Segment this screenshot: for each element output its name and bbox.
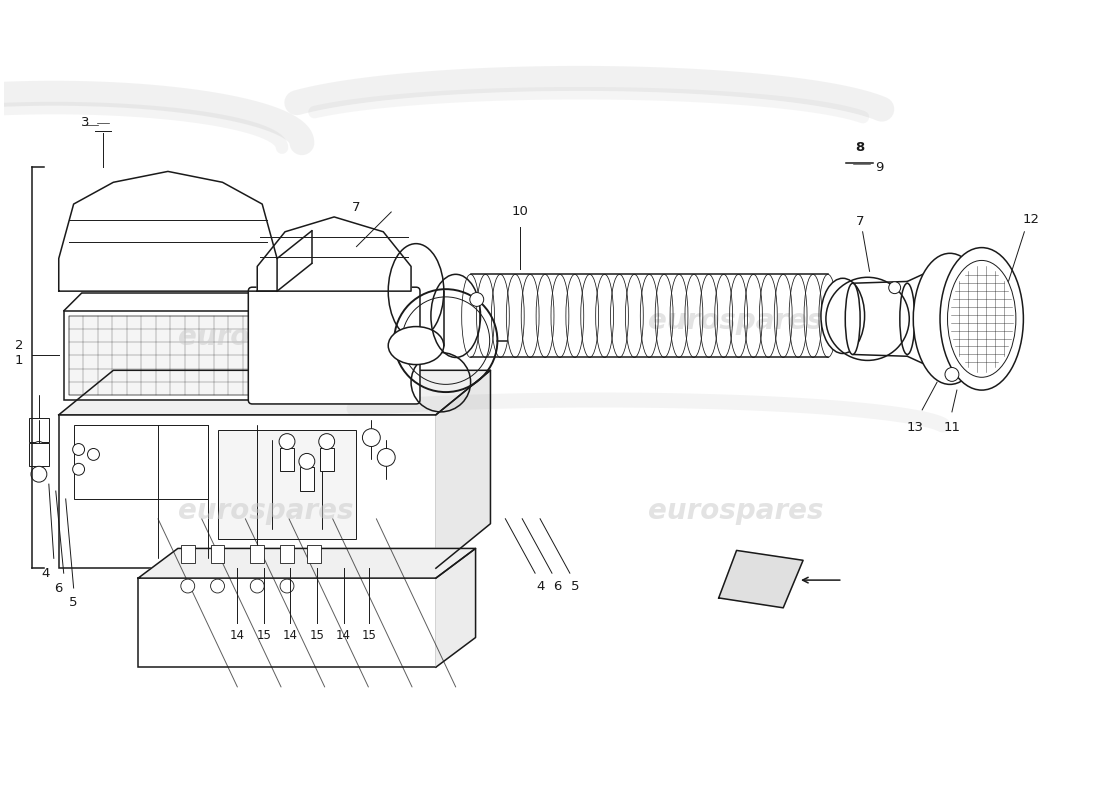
Circle shape bbox=[377, 449, 395, 466]
Polygon shape bbox=[58, 370, 491, 415]
FancyBboxPatch shape bbox=[218, 430, 356, 538]
Text: 6: 6 bbox=[55, 582, 63, 594]
Text: 2: 2 bbox=[14, 339, 23, 352]
Polygon shape bbox=[257, 217, 411, 291]
Text: 7: 7 bbox=[856, 215, 864, 228]
Polygon shape bbox=[139, 549, 475, 578]
Text: 10: 10 bbox=[512, 206, 529, 218]
Text: 3: 3 bbox=[81, 117, 90, 130]
FancyBboxPatch shape bbox=[210, 546, 224, 563]
Text: 14: 14 bbox=[230, 629, 245, 642]
Circle shape bbox=[180, 579, 195, 593]
Circle shape bbox=[73, 443, 85, 455]
FancyBboxPatch shape bbox=[320, 447, 333, 471]
Circle shape bbox=[280, 579, 294, 593]
Ellipse shape bbox=[845, 283, 860, 354]
FancyBboxPatch shape bbox=[29, 418, 48, 442]
Text: 4: 4 bbox=[536, 579, 544, 593]
Circle shape bbox=[31, 466, 47, 482]
Circle shape bbox=[945, 367, 959, 382]
Circle shape bbox=[362, 429, 381, 446]
Text: eurospares: eurospares bbox=[648, 307, 823, 335]
Text: 8: 8 bbox=[855, 141, 865, 154]
FancyBboxPatch shape bbox=[29, 442, 48, 466]
FancyBboxPatch shape bbox=[68, 316, 257, 395]
FancyBboxPatch shape bbox=[74, 425, 208, 499]
Text: 15: 15 bbox=[362, 629, 377, 642]
Text: eurospares: eurospares bbox=[178, 322, 354, 350]
Text: 5: 5 bbox=[69, 596, 78, 610]
Text: 14: 14 bbox=[283, 629, 297, 642]
Circle shape bbox=[210, 579, 224, 593]
Circle shape bbox=[251, 579, 264, 593]
Ellipse shape bbox=[913, 254, 987, 385]
Circle shape bbox=[88, 449, 99, 460]
Circle shape bbox=[31, 442, 47, 458]
Text: 6: 6 bbox=[553, 579, 561, 593]
FancyBboxPatch shape bbox=[280, 546, 294, 563]
Polygon shape bbox=[718, 550, 803, 608]
Ellipse shape bbox=[940, 248, 1023, 390]
Polygon shape bbox=[436, 549, 475, 667]
Ellipse shape bbox=[821, 278, 865, 354]
Circle shape bbox=[279, 434, 295, 450]
Ellipse shape bbox=[388, 326, 443, 365]
FancyBboxPatch shape bbox=[249, 287, 420, 404]
Circle shape bbox=[319, 434, 334, 450]
FancyBboxPatch shape bbox=[58, 415, 436, 568]
Circle shape bbox=[470, 293, 484, 306]
FancyBboxPatch shape bbox=[180, 546, 195, 563]
Ellipse shape bbox=[900, 283, 915, 354]
FancyBboxPatch shape bbox=[300, 467, 313, 491]
Text: 14: 14 bbox=[337, 629, 351, 642]
FancyBboxPatch shape bbox=[64, 311, 262, 400]
Text: 12: 12 bbox=[1023, 214, 1040, 226]
FancyBboxPatch shape bbox=[307, 546, 321, 563]
Text: 15: 15 bbox=[309, 629, 324, 642]
Text: 4: 4 bbox=[42, 566, 50, 580]
Text: eurospares: eurospares bbox=[178, 497, 354, 525]
FancyBboxPatch shape bbox=[139, 578, 436, 667]
Text: 13: 13 bbox=[906, 422, 924, 434]
Text: 15: 15 bbox=[256, 629, 272, 642]
Polygon shape bbox=[436, 370, 491, 568]
Text: 11: 11 bbox=[944, 422, 960, 434]
Text: eurospares: eurospares bbox=[648, 497, 823, 525]
Polygon shape bbox=[58, 171, 277, 291]
Circle shape bbox=[299, 454, 315, 470]
Circle shape bbox=[889, 282, 901, 294]
Text: 9: 9 bbox=[876, 161, 883, 174]
Circle shape bbox=[73, 463, 85, 475]
FancyBboxPatch shape bbox=[251, 546, 264, 563]
Text: 5: 5 bbox=[571, 579, 579, 593]
Text: 1: 1 bbox=[14, 354, 23, 367]
Text: 7: 7 bbox=[352, 201, 361, 214]
FancyBboxPatch shape bbox=[280, 447, 294, 471]
